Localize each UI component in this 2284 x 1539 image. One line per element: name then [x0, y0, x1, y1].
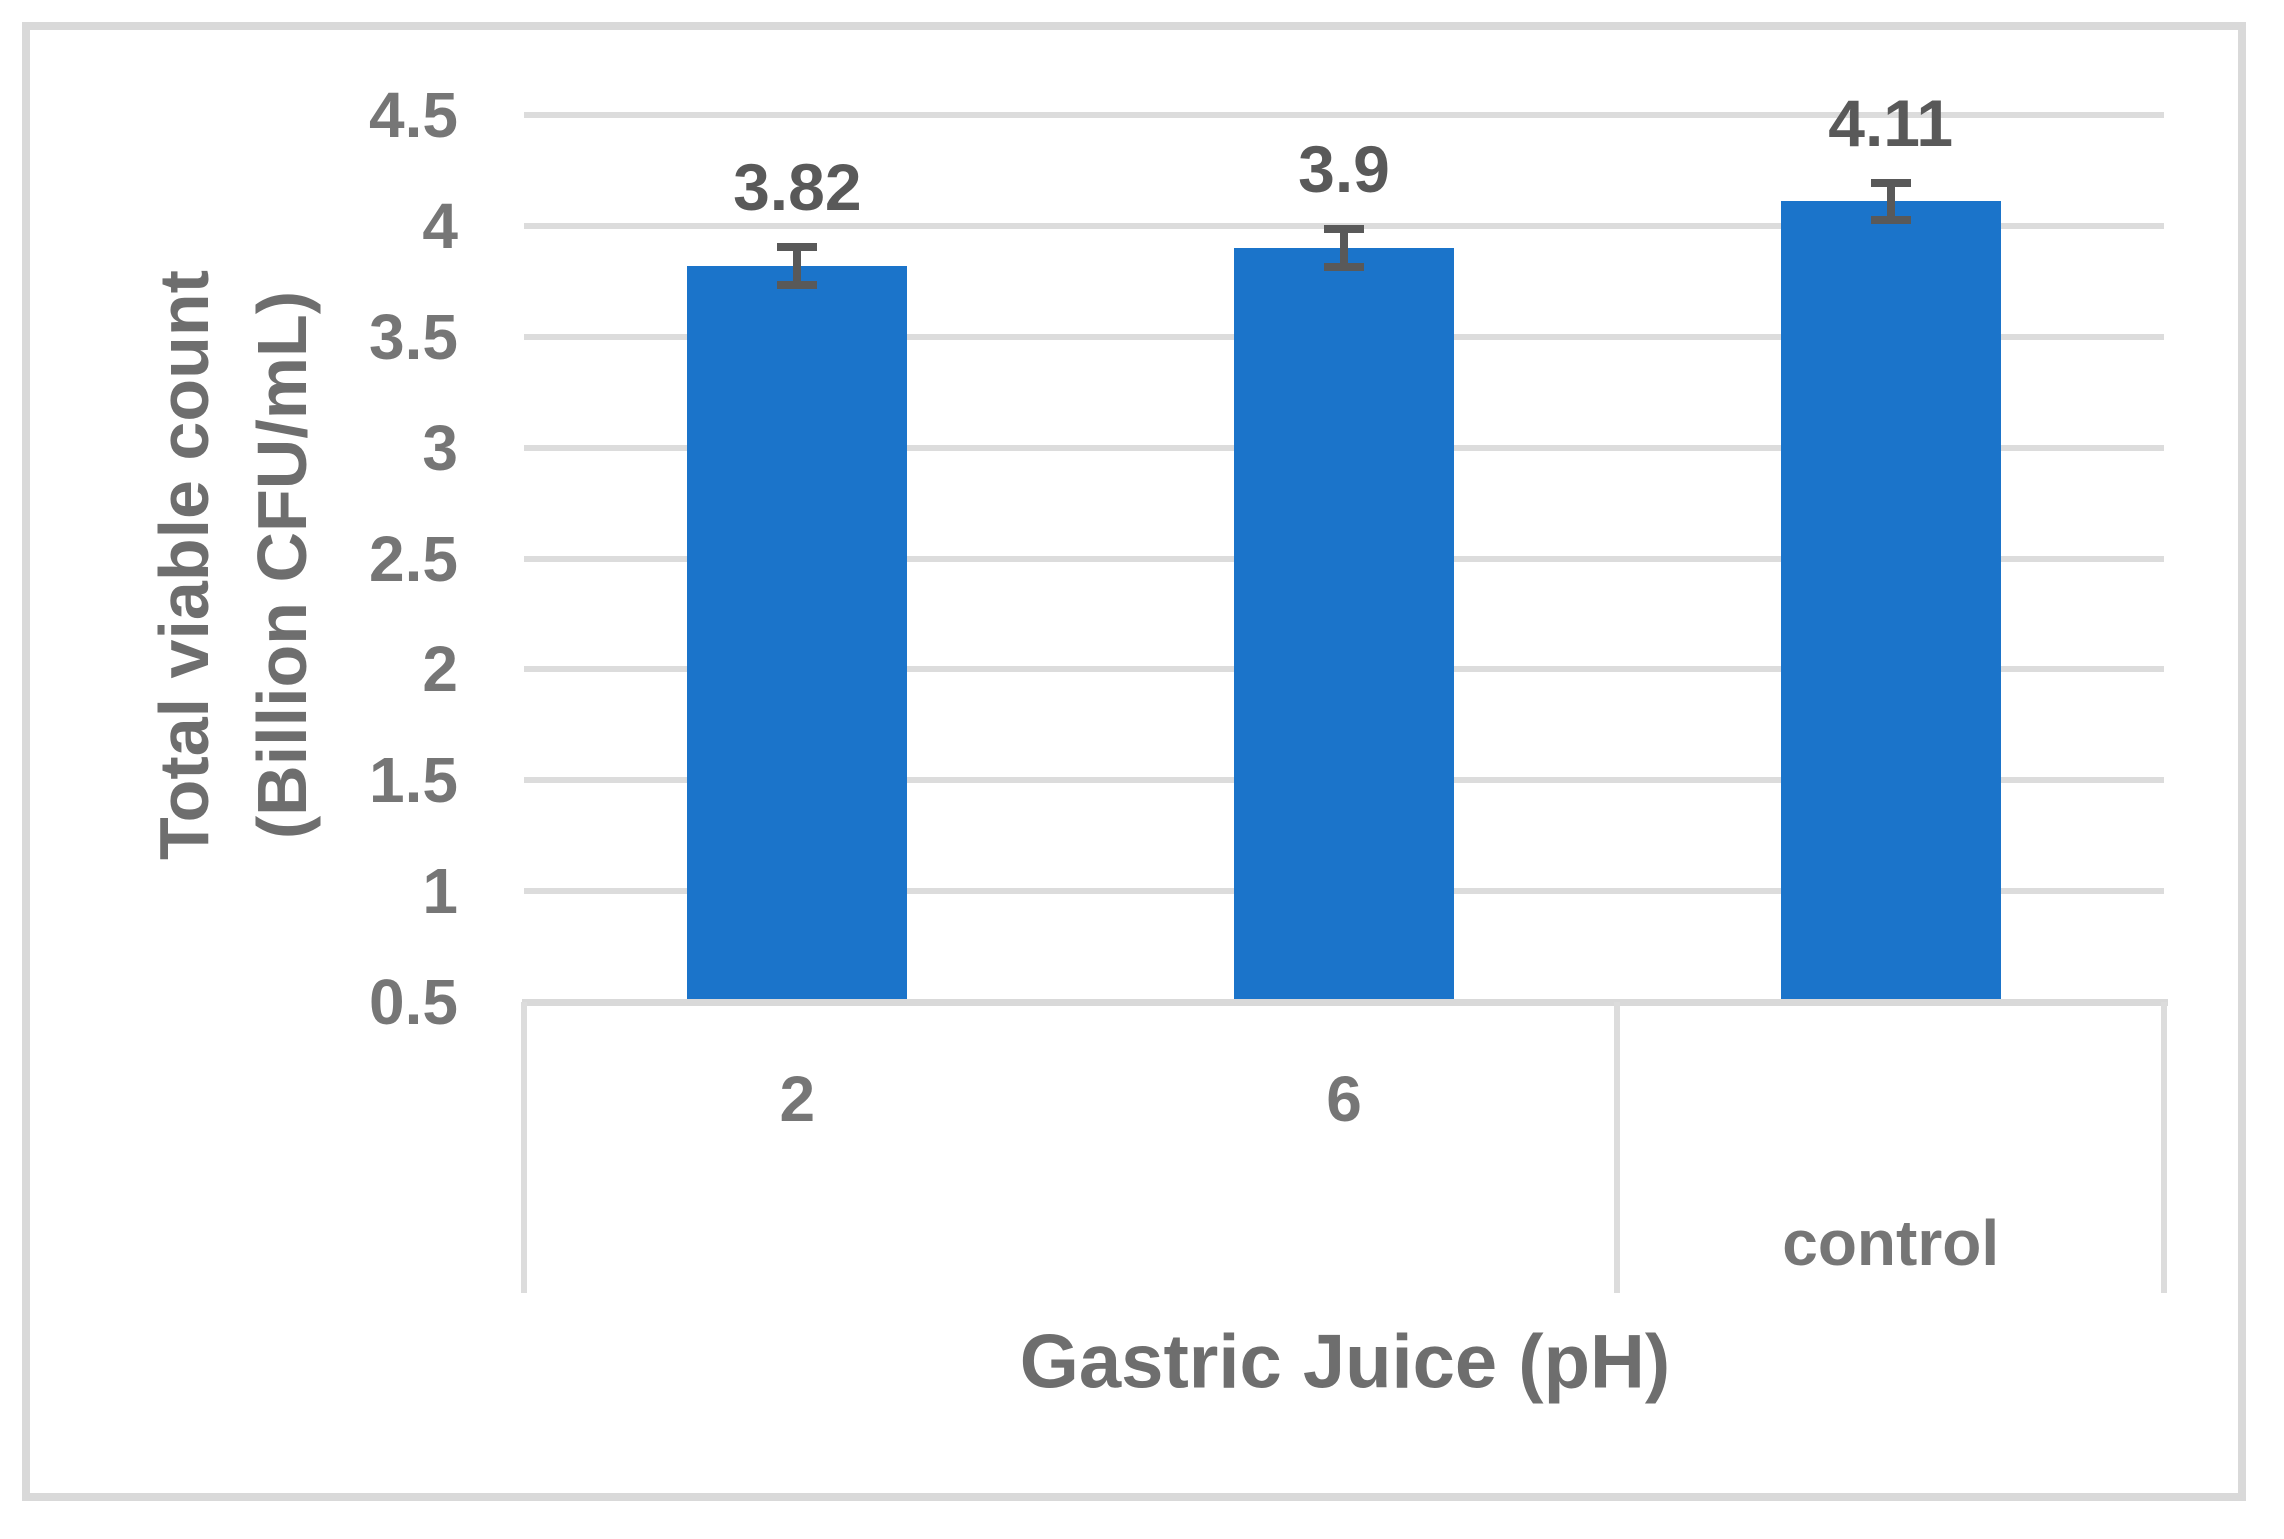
error-bar-control-top-cap	[1870, 178, 1911, 187]
y-axis-title-line2: (Billion CFU/mL)	[243, 290, 321, 840]
y-tick-label-2.5: 2.5	[369, 522, 458, 595]
gridline-y-4.5	[524, 112, 2164, 118]
plot-area: 3.82 3.9 4.11	[524, 86, 2164, 1002]
error-bar-6-top-cap	[1324, 225, 1364, 234]
y-tick-label-4: 4	[422, 189, 458, 262]
data-label-control: 4.11	[1828, 85, 1954, 160]
y-tick-label-1: 1	[422, 855, 458, 928]
y-tick-label-2: 2	[422, 633, 458, 706]
chart-outer-border	[22, 22, 2246, 1501]
y-tick-label-0.5: 0.5	[369, 966, 458, 1038]
x-axis-line	[522, 999, 2168, 1006]
error-bar-2-top-cap	[777, 242, 818, 251]
y-tick-label-3: 3	[422, 411, 458, 484]
error-bar-6	[1340, 229, 1348, 267]
category-label-2: 2	[779, 1063, 816, 1135]
y-axis-title: Total viable count (Billion CFU/mL)	[135, 270, 331, 860]
category-label-control: control	[1782, 1207, 2000, 1279]
error-bar-2-bottom-cap	[777, 280, 818, 289]
error-bar-control-bottom-cap	[1870, 216, 1911, 225]
error-bar-6-bottom-cap	[1324, 262, 1364, 271]
category-divider-2	[1614, 1002, 1621, 1293]
y-tick-label-3.5: 3.5	[369, 300, 458, 373]
data-label-2: 3.82	[733, 149, 862, 224]
error-bar-2	[793, 246, 802, 285]
error-bar-control	[1886, 182, 1895, 221]
data-label-6: 3.9	[1298, 132, 1390, 207]
category-divider-0	[521, 1002, 527, 1293]
y-tick-label-1.5: 1.5	[369, 744, 458, 817]
y-axis-title-line1: Total viable count	[145, 270, 223, 860]
bar-2	[687, 265, 908, 1002]
category-divider-3	[2161, 1002, 2167, 1293]
bar-6	[1234, 248, 1454, 1002]
y-tick-label-4.5: 4.5	[369, 79, 458, 151]
category-label-6: 6	[1326, 1063, 1362, 1135]
bar-control	[1780, 201, 2001, 1002]
x-axis-title: Gastric Juice (pH)	[1019, 1319, 1671, 1405]
